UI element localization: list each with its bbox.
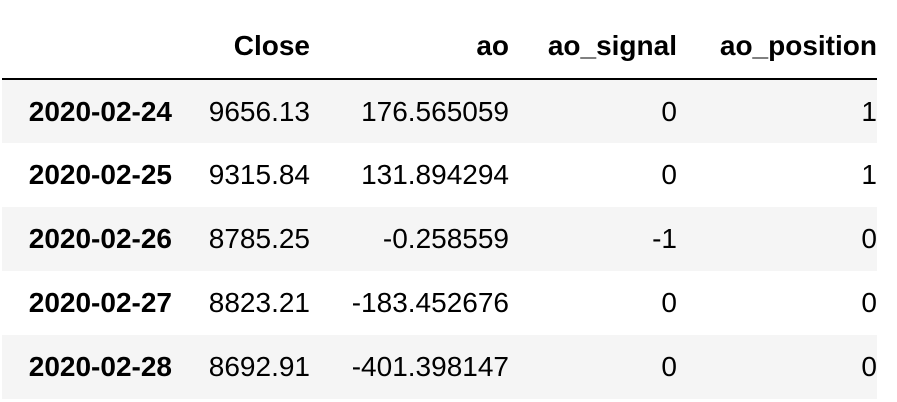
- row-index: 2020-02-26: [28, 223, 172, 254]
- cell-ao-position: 0: [861, 223, 877, 254]
- cell-ao-signal: 0: [661, 287, 677, 318]
- table-row: 2020-02-28 8692.91 -401.398147 0 0: [2, 335, 877, 399]
- cell-ao: -0.258559: [382, 223, 509, 254]
- cell-ao: 131.894294: [361, 159, 509, 190]
- dataframe-table: Close ao ao_signal ao_position 2020-02-2…: [2, 14, 877, 399]
- cell-ao-position: 1: [861, 95, 877, 127]
- index-header: [2, 14, 172, 80]
- cell-ao-position: 0: [861, 351, 877, 382]
- row-index: 2020-02-28: [28, 351, 172, 382]
- cell-close: 8823.21: [208, 287, 310, 318]
- row-index: 2020-02-25: [28, 159, 172, 190]
- cell-close: 9656.13: [208, 95, 310, 127]
- row-index: 2020-02-24: [28, 95, 172, 127]
- table-row: 2020-02-25 9315.84 131.894294 0 1: [2, 143, 877, 207]
- column-header-ao: ao: [310, 14, 509, 80]
- cell-ao-position: 1: [861, 159, 877, 190]
- cell-close: 9315.84: [208, 159, 310, 190]
- table-header: Close ao ao_signal ao_position: [2, 14, 877, 80]
- column-header-ao-position: ao_position: [677, 14, 877, 80]
- cell-ao-signal: -1: [652, 223, 677, 254]
- column-header-ao-signal: ao_signal: [509, 14, 677, 80]
- table-row: 2020-02-26 8785.25 -0.258559 -1 0: [2, 207, 877, 271]
- cell-ao: -183.452676: [351, 287, 509, 318]
- column-header-close: Close: [172, 14, 310, 80]
- cell-close: 8692.91: [208, 351, 310, 382]
- header-row: Close ao ao_signal ao_position: [2, 14, 877, 80]
- cell-close: 8785.25: [208, 223, 310, 254]
- cell-ao: -401.398147: [351, 351, 509, 382]
- row-index: 2020-02-27: [28, 287, 172, 318]
- table-body: 2020-02-24 9656.13 176.565059 0 1 2020-0…: [2, 79, 877, 399]
- cell-ao: 176.565059: [361, 95, 509, 127]
- cell-ao-signal: 0: [661, 95, 677, 127]
- table-row: 2020-02-24 9656.13 176.565059 0 1: [2, 79, 877, 143]
- cell-ao-signal: 0: [661, 159, 677, 190]
- table-row: 2020-02-27 8823.21 -183.452676 0 0: [2, 271, 877, 335]
- cell-ao-signal: 0: [661, 351, 677, 382]
- cell-ao-position: 0: [861, 287, 877, 318]
